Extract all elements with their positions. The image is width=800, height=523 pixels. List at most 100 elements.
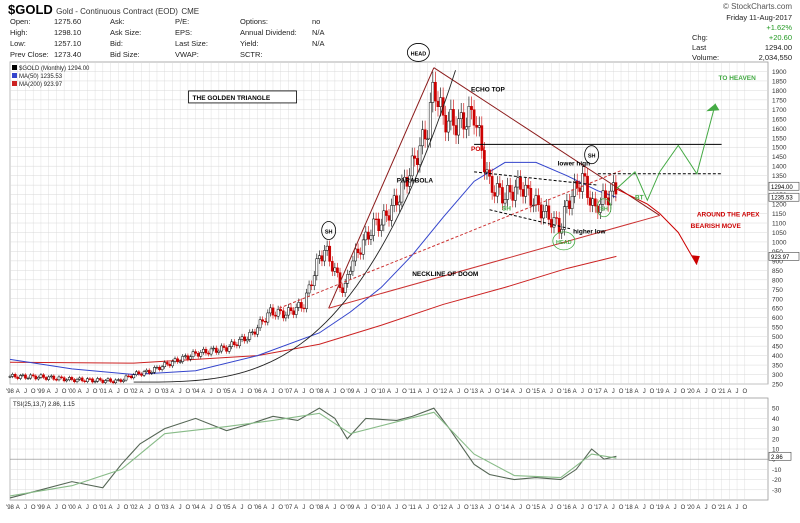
candle-body [232, 341, 236, 345]
candle-body [591, 198, 595, 206]
x-tick-label: J [612, 389, 615, 395]
x-tick-label: '00 [68, 505, 76, 511]
candle-body [111, 381, 115, 384]
candle-body [359, 252, 362, 255]
candle-body [191, 351, 195, 357]
candle-body [13, 374, 17, 378]
candle-body [315, 258, 319, 276]
quote-value: 1294.00 [764, 43, 792, 52]
candle-body [284, 314, 288, 319]
candle-body [297, 302, 301, 308]
x-tick-label: O [712, 505, 717, 511]
x-tick-label: '12 [439, 505, 447, 511]
quote-label: Low: [10, 39, 26, 48]
annotation-circle [321, 221, 337, 240]
x-tick-label: A [356, 505, 360, 511]
bullish-arrowhead [706, 103, 720, 112]
candle-body [320, 255, 324, 262]
x-tick-label: A [604, 505, 608, 511]
candle-body [578, 187, 582, 192]
candle-body [570, 195, 574, 209]
annotation-label: lower high [558, 160, 591, 167]
bullish-path [616, 103, 716, 202]
tsi-tick-label: 10 [772, 447, 780, 454]
x-tick-label: '17 [594, 389, 602, 395]
quote-row: Last Size: [175, 38, 219, 49]
candle-body [124, 375, 128, 381]
candle-body [16, 376, 20, 379]
x-tick-label: J [24, 505, 27, 511]
candle-body [147, 369, 151, 374]
candle-body [220, 345, 223, 352]
candle-body [562, 206, 566, 230]
candle-body [153, 367, 156, 373]
price-tick-label: 1550 [772, 135, 787, 142]
x-tick-label: J [241, 389, 244, 395]
x-tick-label: '99 [37, 389, 45, 395]
price-tick-label: 350 [772, 363, 783, 370]
candle-body [552, 217, 556, 228]
quote-row: EPS: [175, 27, 219, 38]
quote-row: +1.62% [692, 23, 792, 33]
candle-body [212, 347, 216, 350]
price-tick-label: 1700 [772, 107, 787, 114]
x-tick-label: A [480, 505, 484, 511]
candle-body [26, 377, 30, 380]
tsi-tick-label: -20 [772, 477, 782, 484]
candle-body [222, 345, 226, 348]
x-tick-label: O [278, 505, 283, 511]
candle-body [464, 126, 468, 130]
x-tick-label: J [674, 505, 677, 511]
candle-body [289, 307, 293, 312]
x-tick-label: '19 [656, 389, 664, 395]
candle-body [173, 358, 177, 362]
x-tick-label: J [364, 505, 367, 511]
candles [8, 71, 618, 385]
price-tick-label: 1850 [772, 78, 787, 85]
candle-body [601, 190, 605, 205]
x-tick-label: J [271, 505, 274, 511]
annotation-box [188, 90, 297, 104]
candle-body [145, 369, 148, 372]
quote-value: +20.60 [768, 33, 792, 42]
quote-label: SCTR: [240, 50, 263, 59]
x-tick-label: A [696, 389, 700, 395]
annotation-label: SH [600, 207, 608, 213]
candle-body [261, 319, 265, 322]
candle-body [392, 195, 396, 206]
candle-body [532, 204, 535, 207]
x-tick-label: A [139, 389, 143, 395]
candle-body [183, 355, 187, 357]
annotation-line [328, 67, 435, 309]
quote-row: SCTR: [240, 49, 325, 60]
candle-body [356, 248, 360, 254]
candle-body [60, 376, 63, 378]
x-tick-label: O [371, 505, 376, 511]
candle-body [57, 376, 61, 381]
x-tick-label: O [309, 505, 314, 511]
candle-body [140, 373, 143, 376]
x-tick-label: A [232, 505, 236, 511]
x-tick-label: '07 [285, 389, 293, 395]
x-tick-label: J [457, 505, 460, 511]
candle-body [18, 375, 22, 379]
candle-body [318, 255, 321, 259]
x-tick-label: J [179, 389, 182, 395]
x-tick-label: A [665, 389, 669, 395]
x-tick-label: O [526, 389, 531, 395]
annotation-label: SH [588, 154, 596, 160]
quote-row: Ask: [110, 16, 154, 27]
annotation-label: TO HEAVEN [718, 75, 756, 82]
candle-body [78, 377, 81, 380]
x-tick-label: O [402, 389, 407, 395]
candle-body [573, 180, 576, 197]
tsi-title: TSI(25,13,7) 2.86, 1.15 [13, 402, 75, 408]
x-tick-label: J [550, 505, 553, 511]
x-tick-label: '19 [656, 505, 664, 511]
x-tick-label: O [495, 505, 500, 511]
candle-body [588, 197, 592, 206]
x-tick-label: '15 [532, 389, 540, 395]
candle-body [385, 210, 388, 216]
candle-body [101, 379, 105, 383]
price-tick-label: 1400 [772, 164, 787, 171]
